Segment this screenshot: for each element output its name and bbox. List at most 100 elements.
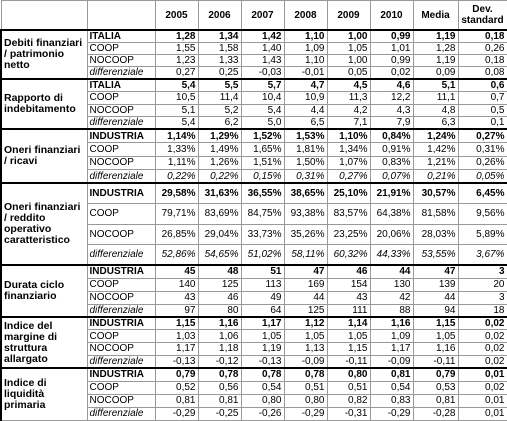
row-label: NOCOOP (86, 393, 156, 408)
cell: 0,78 (283, 367, 328, 382)
cell: 0,27% (457, 128, 507, 143)
row-label: NOCOOP (86, 223, 156, 245)
cell: -0,01 (283, 66, 328, 80)
cell: 47 (412, 264, 459, 279)
cell: 140 (154, 277, 199, 292)
cell: 4,6 (369, 78, 414, 92)
cell: 1,05 (326, 42, 371, 55)
cell: 46 (197, 290, 242, 305)
cell: 38,65% (283, 182, 328, 204)
row-label: COOP (86, 142, 156, 157)
group-label: Durata ciclo finanziario (0, 264, 88, 318)
cell: 51 (240, 264, 285, 279)
cell: 6,45% (457, 182, 507, 204)
cell: 1,33 (197, 54, 242, 67)
column-header: 2005 (154, 0, 199, 31)
table-row: NOCOOP 43 46 49 44 43 42 44 3 (1, 290, 507, 305)
cell: 0,53 (412, 380, 459, 395)
cell: 1,00 (326, 29, 371, 43)
table-row: Rapporto di indebitamento ITALIA 5,4 5,5 5,7… (0, 78, 507, 130)
cell: 28,03% (412, 223, 459, 245)
row-label: NOCOOP (86, 342, 156, 356)
cell: -0,09 (369, 354, 414, 369)
cell: 1,65% (240, 142, 285, 157)
cell: 1,53% (283, 128, 328, 143)
cell: 26,85% (154, 223, 199, 245)
cell: 7,1 (326, 116, 371, 130)
cell: 1,12 (283, 316, 328, 331)
table-row: Indice del margine di struttura allargat… (0, 316, 507, 369)
cell: 0,31% (283, 169, 328, 184)
cell: 3 (457, 290, 507, 305)
cell: 1,52% (240, 128, 285, 143)
cell: 1,17 (369, 342, 414, 356)
table-row: differenziale -0,13 -0,12 -0,13 -0,09 -0,11 -0… (1, 354, 507, 369)
cell: 83,69% (197, 203, 242, 225)
cell: 5,4 (154, 78, 199, 92)
cell: 1,50% (283, 155, 328, 170)
row-label: ITALIA (86, 78, 156, 92)
cell: 0,22% (197, 169, 242, 184)
row-label: NOCOOP (86, 54, 156, 67)
row-label: COOP (86, 203, 156, 225)
cell: 44 (283, 290, 328, 305)
cell: 1,51% (240, 155, 285, 170)
cell: 88 (369, 303, 414, 318)
cell: 6,3 (412, 116, 459, 130)
cell: 1,05 (240, 329, 285, 343)
cell: 1,15 (154, 316, 199, 331)
cell: 0,91% (369, 142, 414, 157)
row-label: NOCOOP (86, 103, 156, 117)
cell: 64 (240, 303, 285, 318)
cell: 154 (326, 277, 371, 292)
column-header: 2006 (197, 0, 242, 31)
cell: -0,29 (283, 406, 328, 421)
cell: 23,25% (326, 223, 371, 245)
row-label: differenziale (86, 354, 156, 369)
cell: 0,81 (154, 393, 199, 408)
row-label: INDUSTRIA (86, 316, 156, 331)
cell: 1,19 (412, 54, 459, 67)
cell: 1,13 (283, 342, 328, 356)
cell: 45 (154, 264, 199, 279)
cell: 1,06 (197, 329, 242, 343)
row-label: INDUSTRIA (86, 128, 156, 143)
cell: 4,5 (326, 78, 371, 92)
cell: 0,54 (369, 380, 414, 395)
cell: 0,52 (154, 380, 199, 395)
cell: 5,89% (457, 223, 507, 245)
cell: 11,4 (197, 91, 242, 105)
cell: 0,07% (369, 169, 414, 184)
cell: 1,58 (197, 42, 242, 55)
cell: 0,21% (412, 169, 459, 184)
cell: 1,34% (326, 142, 371, 157)
cell: 93,38% (283, 203, 328, 225)
cell: 0,78 (197, 367, 242, 382)
table-row: COOP 140 125 113 169 154 130 139 20 (1, 277, 507, 292)
cell: 1,33% (154, 142, 199, 157)
cell: 1,81% (283, 142, 328, 157)
cell: 0,1 (457, 116, 507, 130)
cell: 1,24% (412, 128, 459, 143)
row-label: COOP (86, 277, 156, 292)
row-label: INDUSTRIA (86, 264, 156, 279)
column-header: 2010 (369, 0, 414, 31)
row-label: NOCOOP (86, 290, 156, 305)
row-label: COOP (86, 42, 156, 55)
cell: 0,99 (369, 54, 414, 67)
cell: -0,03 (240, 66, 285, 80)
group-label: Indice del margine di struttura allargat… (0, 316, 88, 369)
blank (0, 0, 88, 31)
cell: 1,11% (154, 155, 199, 170)
table-row: Oneri finanziari / reddito operativo car… (0, 182, 507, 266)
header-row: 2005 2006 2007 2008 2009 2010 Media Dev. standa… (0, 0, 507, 31)
cell: 1,42 (240, 29, 285, 43)
cell: 1,07% (326, 155, 371, 170)
cell: 0,80 (326, 367, 371, 382)
cell: -0,12 (197, 354, 242, 369)
cell: 36,55% (240, 182, 285, 204)
cell: -0,28 (412, 406, 459, 421)
cell: -0,11 (326, 354, 371, 369)
cell: 3,67% (457, 244, 507, 266)
cell: 1,10 (283, 29, 328, 43)
